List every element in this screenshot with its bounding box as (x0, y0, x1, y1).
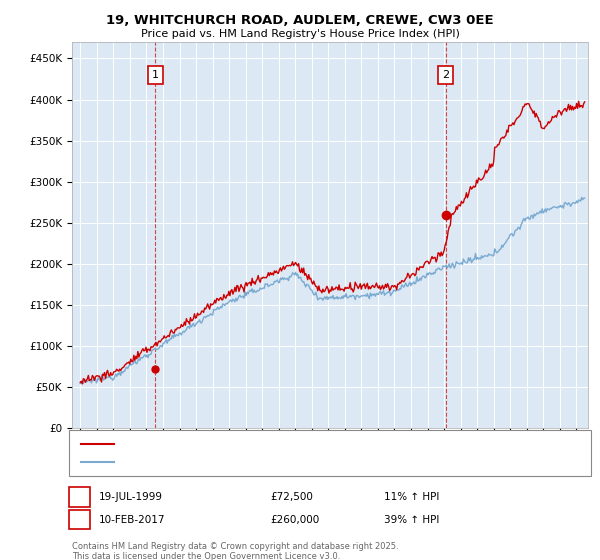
Text: HPI: Average price, semi-detached house, Cheshire East: HPI: Average price, semi-detached house,… (120, 458, 388, 466)
Text: 39% ↑ HPI: 39% ↑ HPI (384, 515, 439, 525)
Text: 11% ↑ HPI: 11% ↑ HPI (384, 492, 439, 502)
Text: Contains HM Land Registry data © Crown copyright and database right 2025.
This d: Contains HM Land Registry data © Crown c… (72, 542, 398, 560)
Text: 2: 2 (76, 515, 83, 525)
Text: £260,000: £260,000 (270, 515, 319, 525)
Text: 19, WHITCHURCH ROAD, AUDLEM, CREWE, CW3 0EE: 19, WHITCHURCH ROAD, AUDLEM, CREWE, CW3 … (106, 14, 494, 27)
Text: 19-JUL-1999: 19-JUL-1999 (99, 492, 163, 502)
Text: 19, WHITCHURCH ROAD, AUDLEM, CREWE, CW3 0EE (semi-detached house): 19, WHITCHURCH ROAD, AUDLEM, CREWE, CW3 … (120, 440, 482, 449)
Text: 2: 2 (442, 70, 449, 80)
Text: Price paid vs. HM Land Registry's House Price Index (HPI): Price paid vs. HM Land Registry's House … (140, 29, 460, 39)
Text: 1: 1 (76, 492, 83, 502)
Text: 10-FEB-2017: 10-FEB-2017 (99, 515, 166, 525)
Text: £72,500: £72,500 (270, 492, 313, 502)
Text: 1: 1 (152, 70, 159, 80)
